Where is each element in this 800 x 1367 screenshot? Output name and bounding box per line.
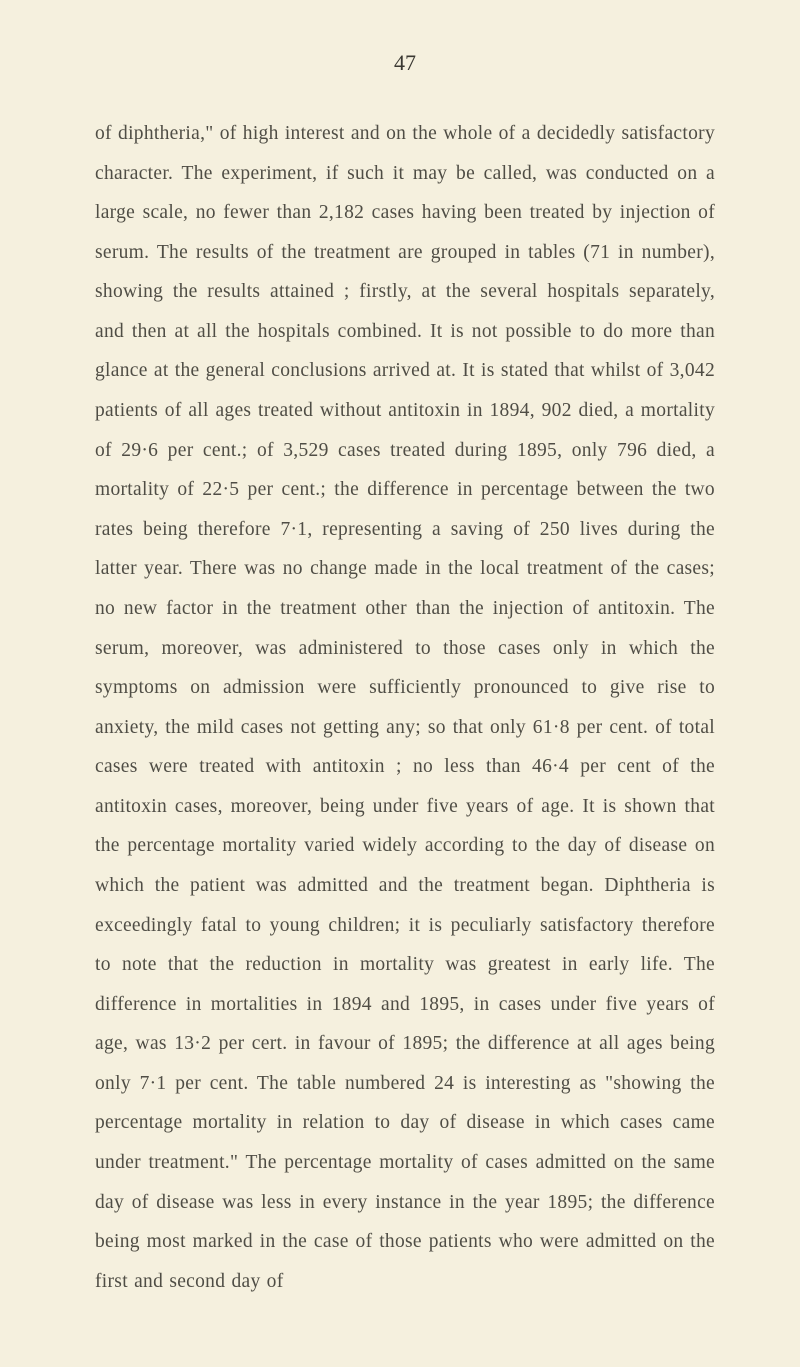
body-paragraph: of diphtheria," of high interest and on … [95,114,715,1301]
page-number: 47 [95,50,715,76]
page-container: 47 of diphtheria," of high interest and … [0,0,800,1367]
